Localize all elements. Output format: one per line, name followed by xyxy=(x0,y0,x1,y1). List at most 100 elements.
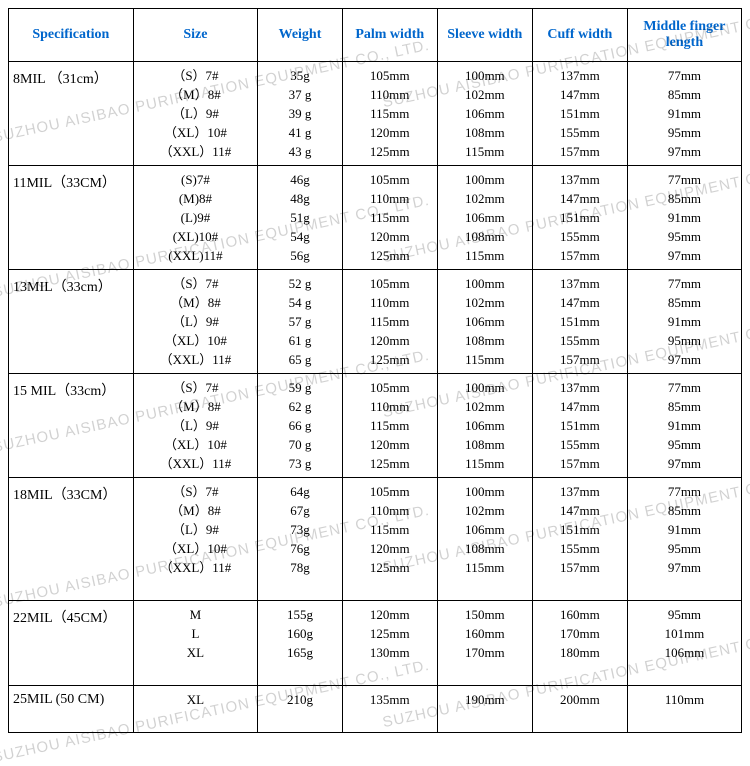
cell-sleeve: 150mm160mm170mm xyxy=(437,601,532,686)
column-header-size: Size xyxy=(133,9,258,62)
cell-mf: 77mm85mm91mm95mm97mm xyxy=(627,166,741,270)
value-sleeve: 115mm xyxy=(438,246,532,265)
value-weight: 41 g xyxy=(258,123,341,142)
value-weight: 62 g xyxy=(258,397,341,416)
value-palm: 105mm xyxy=(343,482,437,501)
value-mf: 91mm xyxy=(628,520,741,539)
cell-sleeve: 190mm xyxy=(437,686,532,733)
value-weight: 66 g xyxy=(258,416,341,435)
spec-cell: 11MIL（33CM） xyxy=(9,166,134,270)
value-size: （M）8# xyxy=(134,397,258,416)
value-size: (XL)10# xyxy=(134,227,258,246)
value-palm: 120mm xyxy=(343,605,437,624)
cell-sleeve: 100mm102mm106mm108mm115mm xyxy=(437,374,532,478)
value-palm: 130mm xyxy=(343,643,437,662)
cell-weight: 210g xyxy=(258,686,342,733)
value-cuff: 200mm xyxy=(533,690,627,709)
value-sleeve: 100mm xyxy=(438,170,532,189)
cell-mf: 95mm101mm106mm xyxy=(627,601,741,686)
value-palm: 120mm xyxy=(343,435,437,454)
cell-cuff: 137mm147mm151mm155mm157mm xyxy=(532,478,627,601)
spec-cell: 15 MIL（33cm） xyxy=(9,374,134,478)
value-mf: 85mm xyxy=(628,501,741,520)
value-weight: 56g xyxy=(258,246,341,265)
table-row: 22MIL（45CM）MLXL 155g160g165g 120mm125mm1… xyxy=(9,601,742,686)
value-cuff: 155mm xyxy=(533,227,627,246)
value-sleeve: 108mm xyxy=(438,331,532,350)
value-size: XL xyxy=(134,643,258,662)
value-size: XL xyxy=(134,690,258,709)
cell-mf: 77mm85mm91mm95mm97mm xyxy=(627,270,741,374)
value-sleeve: 150mm xyxy=(438,605,532,624)
value-palm: 105mm xyxy=(343,170,437,189)
cell-cuff: 137mm147mm151mm155mm157mm xyxy=(532,270,627,374)
value-sleeve: 115mm xyxy=(438,558,532,577)
value-palm: 105mm xyxy=(343,378,437,397)
value-mf: 95mm xyxy=(628,331,741,350)
cell-palm: 105mm110mm115mm120mm125mm xyxy=(342,478,437,601)
value-size: （XL）10# xyxy=(134,435,258,454)
value-palm: 110mm xyxy=(343,293,437,312)
value-cuff: 155mm xyxy=(533,539,627,558)
cell-palm: 105mm110mm115mm120mm125mm xyxy=(342,62,437,166)
value-weight: 57 g xyxy=(258,312,341,331)
value-cuff: 151mm xyxy=(533,208,627,227)
value-mf: 91mm xyxy=(628,416,741,435)
value-mf: 95mm xyxy=(628,539,741,558)
value-sleeve: 115mm xyxy=(438,142,532,161)
value-sleeve: 108mm xyxy=(438,227,532,246)
cell-sleeve: 100mm102mm106mm108mm115mm xyxy=(437,270,532,374)
pad xyxy=(533,709,627,728)
value-sleeve: 106mm xyxy=(438,416,532,435)
cell-weight: 64g67g73g76g78g xyxy=(258,478,342,601)
value-sleeve: 100mm xyxy=(438,378,532,397)
value-size: （S）7# xyxy=(134,482,258,501)
value-mf: 95mm xyxy=(628,605,741,624)
spec-cell: 8MIL （31cm） xyxy=(9,62,134,166)
value-palm: 120mm xyxy=(343,539,437,558)
value-weight: 39 g xyxy=(258,104,341,123)
cell-sleeve: 100mm102mm106mm108mm115mm xyxy=(437,62,532,166)
cell-cuff: 137mm147mm151mm155mm157mm xyxy=(532,374,627,478)
column-header-cuff: Cuff width xyxy=(532,9,627,62)
value-palm: 135mm xyxy=(343,690,437,709)
value-palm: 115mm xyxy=(343,104,437,123)
cell-sleeve: 100mm102mm106mm108mm115mm xyxy=(437,478,532,601)
value-weight: 46g xyxy=(258,170,341,189)
value-cuff: 137mm xyxy=(533,482,627,501)
value-sleeve: 190mm xyxy=(438,690,532,709)
value-mf: 77mm xyxy=(628,482,741,501)
value-cuff: 155mm xyxy=(533,435,627,454)
value-size: (S)7# xyxy=(134,170,258,189)
value-sleeve: 100mm xyxy=(438,274,532,293)
table-row: 11MIL（33CM）(S)7#(M)8#(L)9#(XL)10#(XXL)11… xyxy=(9,166,742,270)
value-size: L xyxy=(134,624,258,643)
value-weight: 59 g xyxy=(258,378,341,397)
table-header-row: SpecificationSizeWeightPalm widthSleeve … xyxy=(9,9,742,62)
value-size: （XXL）11# xyxy=(134,142,258,161)
value-mf: 97mm xyxy=(628,350,741,369)
value-size: (M)8# xyxy=(134,189,258,208)
column-header-weight: Weight xyxy=(258,9,342,62)
pad xyxy=(628,709,741,728)
value-cuff: 157mm xyxy=(533,454,627,473)
value-sleeve: 108mm xyxy=(438,539,532,558)
value-weight: 155g xyxy=(258,605,341,624)
spec-cell: 13MIL（33cm） xyxy=(9,270,134,374)
value-weight: 64g xyxy=(258,482,341,501)
value-size: （S）7# xyxy=(134,378,258,397)
spec-cell: 25MIL (50 CM) xyxy=(9,686,134,733)
value-mf: 101mm xyxy=(628,624,741,643)
cell-mf: 77mm85mm91mm95mm97mm xyxy=(627,478,741,601)
value-palm: 110mm xyxy=(343,189,437,208)
value-palm: 115mm xyxy=(343,208,437,227)
value-size: （L）9# xyxy=(134,312,258,331)
value-mf: 106mm xyxy=(628,643,741,662)
value-cuff: 137mm xyxy=(533,66,627,85)
value-cuff: 147mm xyxy=(533,189,627,208)
value-sleeve: 160mm xyxy=(438,624,532,643)
value-mf: 77mm xyxy=(628,66,741,85)
value-sleeve: 100mm xyxy=(438,482,532,501)
value-cuff: 147mm xyxy=(533,85,627,104)
cell-cuff: 137mm147mm151mm155mm157mm xyxy=(532,62,627,166)
